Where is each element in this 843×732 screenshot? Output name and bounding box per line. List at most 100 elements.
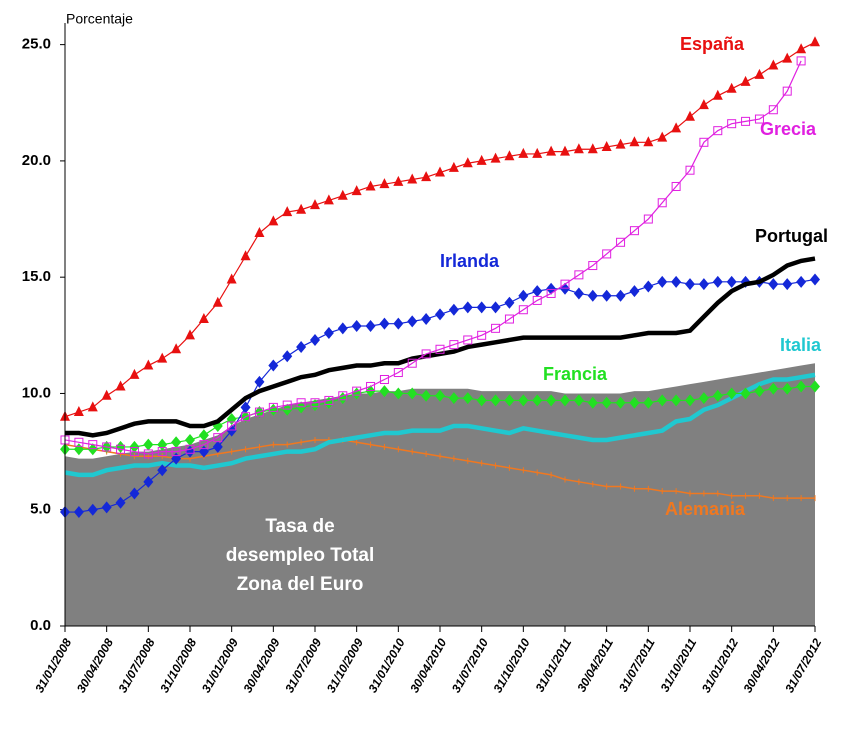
marker	[129, 447, 139, 457]
marker	[768, 382, 779, 395]
marker	[782, 278, 793, 291]
marker	[282, 206, 293, 217]
marker	[337, 189, 348, 200]
marker	[796, 56, 806, 66]
marker	[268, 359, 279, 372]
marker	[768, 59, 779, 70]
marker	[782, 52, 793, 63]
marker	[448, 392, 459, 405]
marker	[143, 449, 153, 459]
x-tick-label: 30/04/2011	[574, 636, 616, 695]
marker	[629, 396, 640, 409]
marker	[476, 394, 487, 407]
marker	[157, 352, 168, 363]
marker	[88, 440, 98, 450]
marker	[685, 165, 695, 175]
marker	[463, 335, 473, 345]
marker	[504, 150, 515, 161]
marker	[643, 136, 654, 147]
marker	[546, 145, 557, 156]
marker	[393, 317, 404, 330]
marker	[601, 396, 612, 409]
marker	[712, 389, 723, 402]
marker	[324, 395, 334, 405]
marker	[699, 137, 709, 147]
marker	[726, 82, 737, 93]
marker	[129, 440, 140, 453]
marker	[448, 161, 459, 172]
marker	[129, 487, 140, 500]
marker	[587, 289, 598, 302]
marker	[240, 250, 251, 261]
series-label: Alemania	[665, 499, 746, 519]
x-tick-label: 31/07/2008	[116, 636, 158, 695]
marker	[407, 173, 418, 184]
marker	[143, 359, 154, 370]
marker	[518, 289, 529, 302]
x-tick-label: 31/01/2009	[199, 636, 241, 695]
marker	[754, 385, 765, 398]
marker	[615, 289, 626, 302]
marker	[379, 317, 390, 330]
marker	[365, 385, 376, 398]
marker	[657, 275, 668, 288]
marker	[435, 389, 445, 402]
x-tick-label: 31/10/2009	[324, 636, 366, 695]
marker	[226, 273, 237, 284]
marker	[698, 99, 709, 110]
x-tick-label: 31/07/2010	[449, 636, 491, 695]
x-tick-label: 31/07/2011	[616, 636, 658, 695]
marker	[476, 154, 487, 165]
y-axis-label: Porcentaje	[66, 11, 133, 27]
marker	[671, 122, 682, 133]
marker	[518, 147, 529, 158]
marker	[546, 394, 557, 407]
x-tick-label: 30/04/2010	[407, 636, 449, 695]
marker	[754, 114, 764, 124]
marker	[352, 386, 362, 396]
marker	[198, 429, 209, 442]
marker	[504, 296, 515, 309]
marker	[712, 89, 723, 100]
marker	[296, 203, 307, 214]
marker	[366, 381, 376, 391]
marker	[87, 503, 98, 516]
series-label: Portugal	[755, 226, 828, 246]
marker	[323, 326, 334, 339]
marker	[726, 387, 737, 400]
marker	[782, 382, 793, 395]
series-label: Francia	[543, 364, 608, 384]
marker	[727, 119, 737, 129]
marker	[212, 440, 223, 453]
marker	[740, 75, 751, 86]
marker	[601, 140, 612, 151]
y-tick-label: 20.0	[22, 152, 51, 169]
marker	[504, 394, 515, 407]
marker	[435, 166, 445, 177]
marker	[421, 389, 432, 402]
marker	[462, 157, 473, 168]
x-tick-label: 31/10/2008	[157, 636, 199, 695]
marker	[268, 402, 278, 412]
marker	[477, 330, 487, 340]
marker	[671, 275, 682, 288]
marker	[227, 421, 237, 431]
y-tick-label: 0.0	[30, 617, 51, 634]
marker	[698, 278, 709, 291]
marker	[796, 380, 807, 393]
marker	[629, 226, 639, 236]
marker	[698, 392, 709, 405]
marker	[407, 315, 418, 328]
marker	[157, 447, 167, 457]
marker	[421, 171, 432, 182]
x-tick-label: 31/10/2010	[491, 636, 533, 695]
marker	[574, 270, 584, 280]
marker	[532, 285, 543, 298]
marker	[573, 143, 584, 154]
line	[65, 256, 816, 438]
marker	[490, 301, 501, 314]
marker	[518, 394, 529, 407]
marker	[754, 68, 765, 79]
marker	[102, 442, 112, 452]
